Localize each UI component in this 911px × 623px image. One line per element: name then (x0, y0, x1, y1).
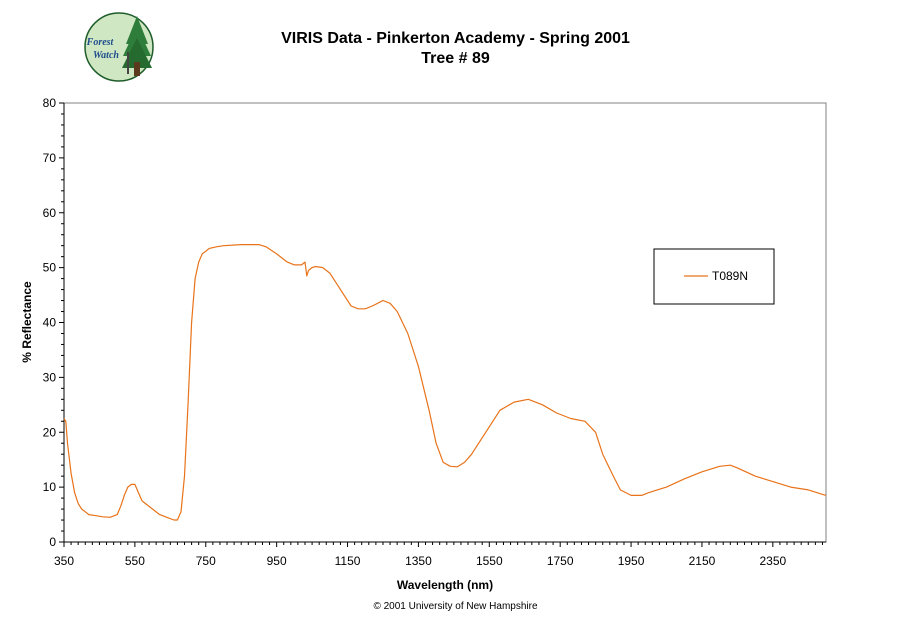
forest-watch-logo: Forest Watch (84, 12, 154, 82)
y-tick-label: 60 (43, 206, 57, 220)
y-axis-label: % Reflectance (20, 281, 34, 363)
chart-subtitle: Tree # 89 (421, 50, 490, 67)
x-tick-label: 2350 (759, 554, 786, 568)
x-tick-label: 950 (267, 554, 287, 568)
legend-box (653, 248, 775, 305)
y-tick-label: 0 (49, 535, 56, 549)
y-tick-label: 80 (43, 96, 57, 110)
x-tick-label: 1750 (547, 554, 574, 568)
y-tick-label: 70 (43, 151, 57, 165)
x-tick-label: 350 (54, 554, 74, 568)
plot-area (63, 102, 827, 543)
x-tick-label: 550 (125, 554, 145, 568)
x-axis-label: Wavelength (nm) (397, 578, 493, 592)
y-tick-label: 30 (43, 370, 57, 384)
legend: T089N (653, 248, 775, 305)
axes: 0 10 20 30 40 50 60 70 80 350 550 750 950 1150 1350 155… (43, 96, 826, 568)
x-tick-label: 1950 (618, 554, 645, 568)
copyright-notice: © 2001 University of New Hampshire (373, 601, 538, 612)
chart-title: VIRIS Data - Pinkerton Academy - Spring … (281, 30, 630, 47)
y-tick-label: 50 (43, 261, 57, 275)
logo-text-watch: Watch (93, 50, 119, 61)
y-tick-label: 20 (43, 425, 57, 439)
legend-label-T089N: T089N (712, 269, 748, 283)
series-layer (63, 244, 827, 521)
x-tick-label: 2150 (689, 554, 716, 568)
x-tick-label: 1350 (405, 554, 432, 568)
x-tick-label: 750 (196, 554, 216, 568)
y-tick-label: 40 (43, 316, 57, 330)
logo-text-forest: Forest (86, 37, 115, 48)
series-line-T089N (63, 244, 827, 521)
x-tick-label: 1550 (476, 554, 503, 568)
y-tick-label: 10 (43, 480, 57, 494)
x-tick-label: 1150 (335, 554, 361, 568)
